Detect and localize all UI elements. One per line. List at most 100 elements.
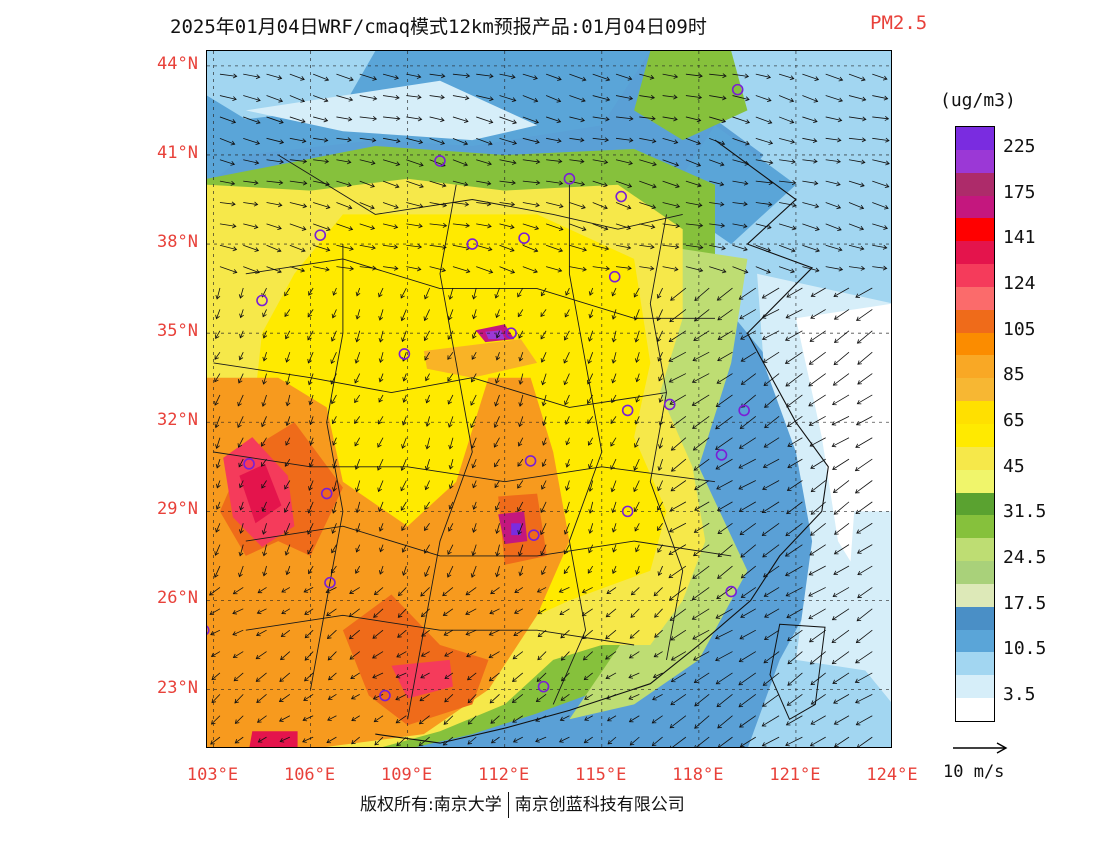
wind-arrow [717, 287, 733, 301]
wind-arrow [855, 651, 873, 664]
wind-arrow-head [557, 76, 562, 81]
wind-arrow-head [581, 611, 587, 617]
wind-arrow [406, 116, 422, 120]
wind-arrow-head [447, 550, 452, 555]
wind-arrow [809, 544, 826, 556]
wind-arrow [382, 223, 398, 228]
wind-arrow-head [512, 738, 518, 743]
wind-arrow [286, 352, 291, 363]
wind-arrow [235, 715, 244, 724]
wind-arrow [810, 458, 826, 469]
wind-arrow-head [588, 548, 593, 554]
wind-arrow-head [424, 465, 430, 471]
wind-arrow [654, 608, 663, 618]
wind-arrow-head [303, 696, 308, 701]
wind-arrow [540, 330, 547, 340]
wind-arrow [448, 309, 454, 320]
wind-arrow-head [281, 609, 286, 615]
wind-arrow-head [277, 75, 283, 80]
wind-arrow-head [518, 402, 524, 407]
wind-arrow-head [885, 137, 890, 143]
wind-arrow [566, 480, 570, 491]
guangxi-hotspot [391, 659, 453, 699]
wind-arrow [671, 651, 687, 661]
wind-arrow [372, 672, 384, 679]
wind-arrow-head [810, 680, 816, 686]
wind-arrow [855, 287, 873, 298]
wind-arrow-head [580, 117, 586, 123]
wind-arrow-head [668, 550, 674, 556]
wind-arrow [326, 587, 337, 593]
wind-arrow-head [535, 159, 541, 165]
wind-arrow-head [786, 613, 791, 619]
wind-arrow [489, 672, 500, 682]
wind-arrow [834, 330, 850, 343]
wind-arrow [834, 309, 850, 320]
wind-arrow [564, 330, 570, 341]
latitude-tick-label: 35°N [157, 321, 198, 342]
wind-arrow [559, 736, 570, 743]
wind-arrow-head [512, 654, 518, 660]
wind-arrow-head [215, 294, 221, 300]
wind-arrow-head [471, 355, 476, 360]
wind-arrow-head [494, 293, 500, 299]
wind-arrow-head [784, 359, 790, 364]
wind-arrow [639, 266, 654, 270]
wind-arrow [214, 394, 221, 406]
wind-arrow [473, 287, 477, 299]
wind-arrow [764, 437, 780, 448]
wind-arrow-head [440, 94, 445, 100]
wind-arrow-head [743, 180, 749, 186]
colorbar-tick-label: 10.5 [1003, 638, 1047, 660]
wind-arrow-head [674, 266, 679, 272]
wind-arrow [670, 480, 687, 492]
wind-arrow-head [512, 677, 517, 682]
colorbar-swatch [956, 401, 994, 424]
wind-arrow [657, 501, 663, 511]
wind-arrow-head [494, 462, 499, 468]
colorbar-tick-label: 124 [1003, 272, 1036, 294]
wind-arrow-head [541, 462, 547, 467]
wind-arrow-head [791, 159, 796, 165]
wind-arrow [565, 416, 570, 425]
wind-arrow-head [541, 380, 546, 386]
wind-arrow [709, 244, 726, 250]
wind-arrow [256, 629, 267, 636]
wind-arrow-head [348, 634, 354, 640]
wind-arrow-head [565, 291, 570, 296]
wind-arrow [336, 159, 351, 163]
wind-arrow-head [787, 636, 792, 642]
wind-arrow [519, 565, 524, 576]
wind-arrow-head [716, 702, 722, 708]
wind-arrow [832, 672, 850, 684]
wind-arrow-head [580, 137, 585, 143]
wind-arrow-head [509, 247, 515, 252]
copyright-right: 南京创蓝科技有限公司 [514, 795, 685, 815]
wind-arrow-head [815, 247, 820, 253]
wind-arrow-head [862, 116, 867, 122]
wind-arrow [243, 73, 260, 78]
wind-arrow [717, 309, 733, 321]
wind-arrow-head [884, 204, 889, 210]
wind-arrow [395, 693, 407, 700]
wind-arrow [545, 116, 561, 123]
wind-arrow [857, 544, 873, 554]
wind-arrow [592, 223, 608, 230]
wind-arrow [715, 437, 733, 450]
wind-arrow-head [279, 677, 284, 682]
wind-arrow-head [464, 95, 470, 101]
wind-arrow [313, 223, 331, 231]
wind-arrow [832, 587, 850, 597]
wind-arrow [421, 608, 430, 617]
wind-arrow [331, 352, 337, 364]
wind-arrow [569, 73, 586, 81]
wind-arrow [452, 244, 470, 249]
wind-arrow [832, 394, 850, 406]
wind-arrow-head [284, 334, 290, 340]
wind-arrow-head [786, 486, 792, 491]
wind-arrow-head [400, 293, 405, 299]
wind-arrow-head [670, 423, 675, 428]
wind-arrow [635, 416, 640, 425]
wind-arrow-head [808, 637, 814, 643]
wind-arrow-head [675, 223, 681, 229]
